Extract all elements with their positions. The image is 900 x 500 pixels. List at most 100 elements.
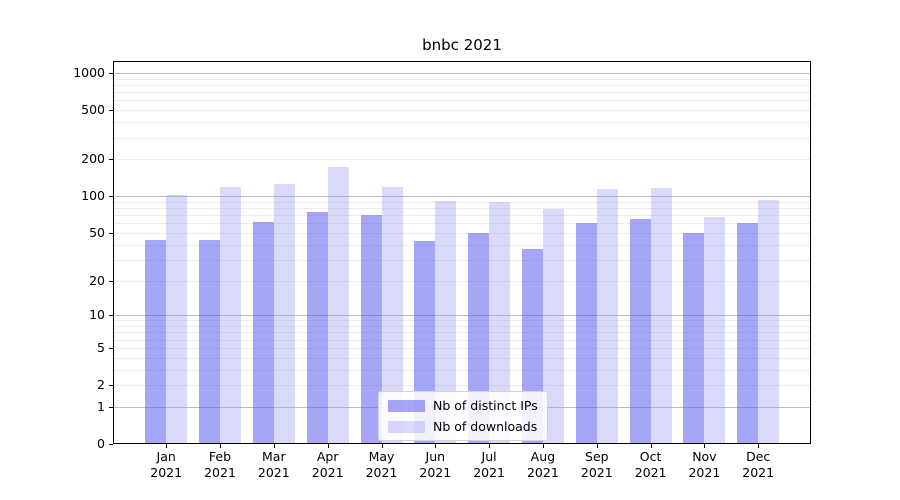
legend: Nb of distinct IPs Nb of downloads <box>378 391 548 441</box>
gridline-minor <box>113 201 811 203</box>
gridline-minor <box>113 122 811 124</box>
gridline-minor <box>113 110 811 112</box>
chart-title: bnbc 2021 <box>422 36 502 54</box>
x-tick-label-line2: 2021 <box>526 465 559 480</box>
x-tick-label-line2: 2021 <box>473 465 505 480</box>
gridline-minor <box>113 347 811 349</box>
y-tick-mark <box>109 280 113 282</box>
x-tick-label-line2: 2021 <box>742 465 775 480</box>
x-tick-label: Jul 2021 <box>461 449 517 481</box>
x-tick-label-line2: 2021 <box>150 465 183 480</box>
y-tick-label: 10 <box>89 307 105 323</box>
gridline-minor <box>113 326 811 327</box>
bar-downloads <box>435 201 457 444</box>
plot-area: Nb of distinct IPs Nb of downloads <box>113 61 811 444</box>
x-tick-label-line1: Oct <box>639 449 662 464</box>
gridline-minor <box>113 357 811 359</box>
x-tick-label: Aug 2021 <box>515 449 571 481</box>
y-tick-label: 50 <box>89 224 105 240</box>
gridline-major <box>113 73 811 74</box>
x-tick-label-line1: Apr <box>316 449 339 464</box>
gridline-minor <box>113 280 811 282</box>
x-tick-label-line2: 2021 <box>580 465 613 480</box>
gridline-minor <box>113 385 811 386</box>
y-tick-label: 200 <box>81 151 105 167</box>
y-tick-label: 2 <box>97 377 105 392</box>
y-tick-mark <box>109 196 113 198</box>
x-tick-mark <box>489 444 491 448</box>
bar-downloads <box>220 187 241 444</box>
x-tick-label-line2: 2021 <box>204 465 236 480</box>
bar-distinct-ips <box>199 239 220 444</box>
bar-downloads <box>596 189 618 444</box>
bar-downloads <box>381 187 403 444</box>
x-tick-mark <box>381 444 383 448</box>
x-tick-label-line1: Jun <box>425 449 446 464</box>
x-tick-mark <box>220 444 221 448</box>
gridline-minor <box>113 100 811 102</box>
x-tick-label-line1: Sep <box>585 449 609 464</box>
x-tick-label: Mar 2021 <box>246 449 302 481</box>
bar-distinct-ips <box>683 232 705 444</box>
x-tick-label-line1: May <box>368 449 395 464</box>
y-tick-mark <box>109 159 113 161</box>
y-tick-mark <box>109 315 113 317</box>
gridline-minor <box>113 208 811 209</box>
bar-distinct-ips <box>575 223 597 444</box>
x-tick-label-line2: 2021 <box>257 465 290 480</box>
gridline-minor <box>113 84 811 86</box>
gridline-minor <box>113 232 811 234</box>
x-tick-label-line1: Feb <box>208 449 232 464</box>
y-tick-label: 20 <box>89 272 105 288</box>
x-tick-label: Nov 2021 <box>676 449 732 481</box>
bar-distinct-ips <box>360 215 382 444</box>
gridline-minor <box>113 92 811 94</box>
y-tick-label: 100 <box>81 188 105 204</box>
x-tick-label-line2: 2021 <box>311 465 344 480</box>
x-tick-mark <box>435 444 437 448</box>
x-tick-label-line2: 2021 <box>419 465 452 480</box>
x-tick-mark <box>596 444 598 448</box>
bar-distinct-ips <box>145 239 167 444</box>
bar-downloads <box>489 201 511 444</box>
legend-item-distinct-ips: Nb of distinct IPs <box>388 397 538 414</box>
x-tick-label-line2: 2021 <box>688 465 721 480</box>
legend-label-downloads: Nb of downloads <box>433 419 538 434</box>
x-tick-label: Feb 2021 <box>192 449 248 481</box>
bar-downloads <box>327 167 349 444</box>
gridline-minor <box>113 159 811 161</box>
x-tick-label: Apr 2021 <box>300 449 356 481</box>
gridline-minor <box>113 320 811 322</box>
x-tick-label-line1: Dec <box>746 449 771 464</box>
x-tick-mark <box>542 444 544 448</box>
y-tick-mark <box>109 73 113 74</box>
x-tick-label-line1: Mar <box>262 449 286 464</box>
gridline-minor <box>113 369 811 371</box>
bar-downloads <box>704 217 726 444</box>
bar-downloads <box>273 184 295 444</box>
x-tick-label: Dec 2021 <box>730 449 786 481</box>
gridline-minor <box>113 259 811 261</box>
bar-downloads <box>166 195 188 444</box>
bar-downloads <box>758 200 780 444</box>
x-tick-label-line1: Jul <box>481 449 497 464</box>
y-tick-label: 1 <box>97 398 105 414</box>
x-tick-label: Jun 2021 <box>407 449 463 481</box>
bar-distinct-ips <box>252 222 274 444</box>
gridline-minor <box>113 332 811 334</box>
bar-downloads <box>650 188 672 444</box>
x-tick-mark <box>327 444 329 448</box>
y-tick-label: 0 <box>97 436 105 451</box>
y-tick-label: 1000 <box>73 65 105 80</box>
y-tick-mark <box>109 232 113 234</box>
x-tick-label-line2: 2021 <box>634 465 667 480</box>
bar-downloads <box>542 208 564 444</box>
y-tick-mark <box>109 406 113 408</box>
gridline-major <box>113 315 811 317</box>
y-tick-label: 500 <box>81 102 105 118</box>
y-tick-label: 5 <box>97 339 105 355</box>
x-tick-mark <box>758 444 760 448</box>
gridline-minor <box>113 78 811 80</box>
y-tick-mark <box>109 110 113 112</box>
